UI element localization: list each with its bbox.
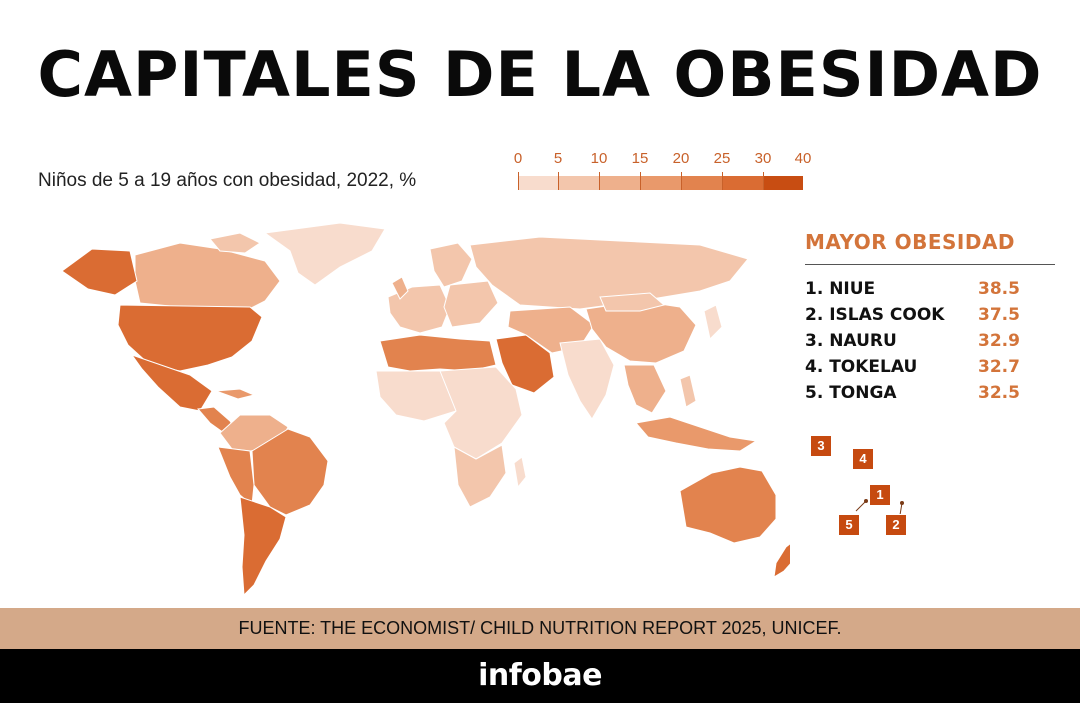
map-subtitle: Niños de 5 a 19 años con obesidad, 2022,… (38, 170, 417, 191)
region-north-africa (379, 334, 497, 372)
island-marker-3: 3 (810, 435, 832, 457)
source-text: FUENTE: THE ECONOMIST/ CHILD NUTRITION R… (238, 618, 842, 638)
ranking-country: 1. NIUE (805, 279, 876, 299)
region-madagascar (513, 456, 527, 489)
region-uk (391, 276, 409, 300)
region-philippines (679, 374, 697, 408)
region-caribbean (215, 388, 256, 400)
ranking-country: 4. TOKELAU (805, 357, 918, 377)
scale-band-5-10 (558, 176, 599, 190)
scale-tick (681, 172, 682, 190)
region-arctic-islands (209, 232, 261, 254)
scale-band-10-15 (599, 176, 640, 190)
ranking-value: 38.5 (978, 279, 1020, 299)
page-title: CAPITALES DE LA OBESIDAD (37, 38, 1043, 111)
ranking-row-4: 4. TOKELAU 32.7 (805, 357, 1055, 383)
region-scandinavia (429, 242, 473, 288)
region-europe-east (443, 280, 499, 328)
ranking-row-3: 3. NAURU 32.9 (805, 331, 1055, 357)
color-scale-legend: 0 5 10 15 20 25 30 40 (510, 150, 812, 195)
scale-label-10: 10 (590, 150, 608, 167)
ranking-panel: MAYOR OBESIDAD 1. NIUE 38.5 2. ISLAS COO… (805, 230, 1055, 409)
world-choropleth-map (61, 222, 790, 597)
marker-leader-lines (855, 499, 904, 516)
region-central-africa (439, 366, 523, 460)
region-russia (469, 236, 749, 310)
island-marker-2: 2 (885, 514, 907, 536)
scale-label-5: 5 (553, 150, 563, 167)
scale-label-20: 20 (672, 150, 690, 167)
scale-band-0-5 (518, 176, 558, 190)
island-marker-1: 1 (869, 484, 891, 506)
scale-label-40: 40 (794, 150, 812, 167)
ranking-value: 37.5 (978, 305, 1020, 325)
scale-tick (763, 172, 764, 190)
scale-label-15: 15 (631, 150, 649, 167)
ranking-country: 5. TONGA (805, 383, 897, 403)
infobae-logo: infobae (478, 658, 602, 693)
footer-bar: infobae (0, 649, 1080, 703)
ranking-country: 2. ISLAS COOK (805, 305, 945, 325)
scale-band-25-30 (722, 176, 763, 190)
ranking-value: 32.7 (978, 357, 1020, 377)
scale-band-30-40 (763, 176, 803, 190)
region-canada (134, 242, 281, 312)
scale-band-15-20 (640, 176, 681, 190)
ranking-list: 1. NIUE 38.5 2. ISLAS COOK 37.5 3. NAURU… (805, 279, 1055, 409)
region-southern-cone (239, 496, 287, 597)
ranking-divider (805, 264, 1055, 265)
scale-label-0: 0 (513, 150, 523, 167)
scale-tick (558, 172, 559, 190)
ranking-value: 32.9 (978, 331, 1020, 351)
scale-band-20-25 (681, 176, 722, 190)
island-marker-5: 5 (838, 514, 860, 536)
region-brazil (251, 428, 329, 516)
region-europe-west (387, 284, 451, 334)
region-usa (117, 304, 263, 372)
ranking-country: 3. NAURU (805, 331, 897, 351)
region-mexico (130, 354, 213, 412)
ranking-heading: MAYOR OBESIDAD (805, 230, 1016, 254)
region-alaska (61, 248, 138, 296)
scale-label-30: 30 (754, 150, 772, 167)
region-andes (217, 446, 255, 506)
scale-tick (599, 172, 600, 190)
region-southeast-asia (623, 364, 667, 414)
ranking-row-5: 5. TONGA 32.5 (805, 383, 1055, 409)
ranking-row-2: 2. ISLAS COOK 37.5 (805, 305, 1055, 331)
region-mongolia (599, 292, 666, 312)
scale-tick (518, 172, 519, 190)
region-greenland (263, 222, 386, 286)
region-southern-africa (453, 444, 507, 508)
source-bar: FUENTE: THE ECONOMIST/ CHILD NUTRITION R… (0, 608, 1080, 649)
scale-label-25: 25 (713, 150, 731, 167)
region-new-zealand (773, 543, 790, 578)
region-japan (703, 304, 723, 341)
ranking-value: 32.5 (978, 383, 1020, 403)
region-indonesia (635, 416, 758, 452)
region-south-asia (559, 338, 615, 420)
scale-tick (722, 172, 723, 190)
island-marker-4: 4 (852, 448, 874, 470)
scale-tick (640, 172, 641, 190)
region-australia (679, 466, 777, 544)
ranking-row-1: 1. NIUE 38.5 (805, 279, 1055, 305)
